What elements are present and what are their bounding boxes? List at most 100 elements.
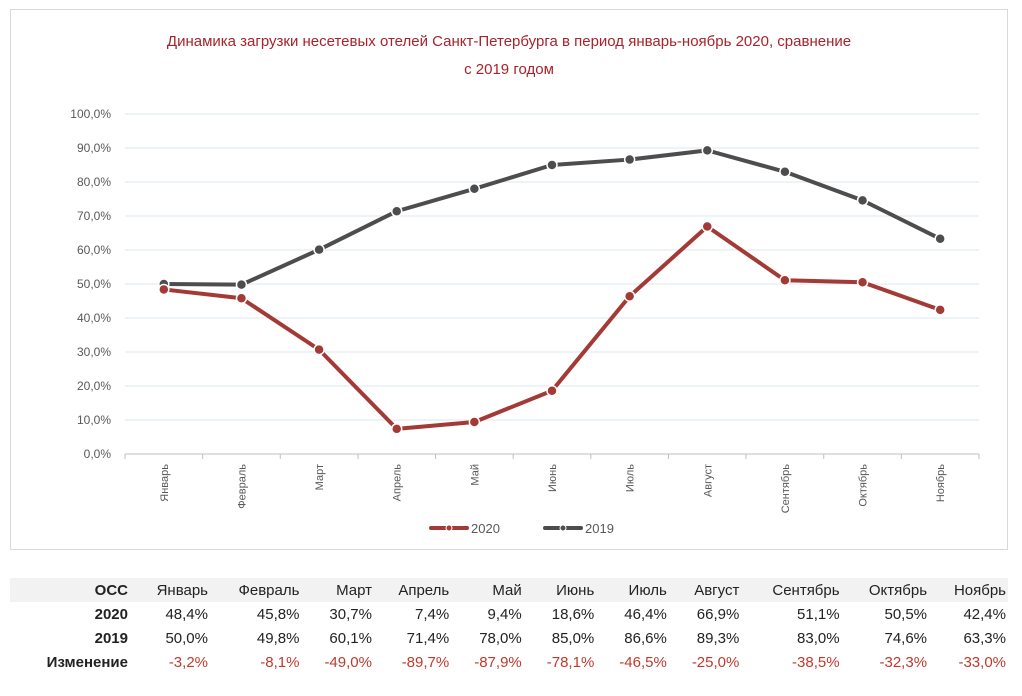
table-month-header: Июль	[596, 578, 669, 602]
data-point-2019	[934, 233, 946, 245]
data-point-2019	[390, 205, 403, 217]
x-tick-label: Август	[702, 464, 714, 497]
table-row-label: 2019	[94, 629, 128, 647]
x-tick-label: Июнь	[547, 464, 559, 492]
data-point-2019	[546, 159, 558, 171]
data-point-2020	[235, 292, 248, 305]
x-tick-label: Июль	[625, 464, 637, 492]
table-month-header: Апрель	[373, 578, 452, 602]
table-cell: -33,0%	[958, 653, 1006, 671]
table-cell: -38,5%	[792, 653, 840, 671]
table-cell: 71,4%	[406, 629, 450, 647]
table-cell: -25,0%	[691, 653, 740, 671]
table-cell: 46,4%	[624, 605, 667, 623]
table-cell: -78,1%	[546, 653, 595, 671]
data-point-2020	[468, 416, 481, 428]
data-point-2019	[779, 166, 791, 178]
y-tick-label: 100,0%	[70, 107, 111, 121]
y-tick-label: 10,0%	[77, 413, 111, 427]
table-cell: 51,1%	[797, 605, 840, 623]
table-cell: 48,4%	[165, 605, 208, 623]
legend-label: 2019	[585, 521, 614, 536]
y-tick-label: 80,0%	[77, 175, 111, 189]
table-month-header: Январь	[132, 578, 210, 602]
table-cell: -87,9%	[474, 653, 522, 671]
data-point-2020	[779, 274, 791, 287]
table-cell: 83,0%	[797, 629, 840, 647]
series-line-2020	[161, 224, 943, 431]
table-cell: -46,5%	[619, 653, 667, 671]
chart-title-line-1: Динамика загрузки несетевых отелей Санкт…	[166, 33, 852, 50]
legend-label: 2020	[471, 521, 500, 536]
table-cell: 50,0%	[165, 629, 208, 647]
data-point-2020	[158, 283, 170, 296]
legend-marker-2019	[559, 524, 567, 532]
table-cell: 89,3%	[696, 629, 740, 647]
table-cell: 86,6%	[624, 629, 667, 647]
x-tick-label: Май	[469, 464, 481, 486]
table-month-header: Март	[301, 578, 374, 602]
x-tick-label: Сентябрь	[780, 464, 792, 514]
y-tick-label: 0,0%	[84, 447, 112, 461]
data-point-2020	[313, 343, 325, 356]
data-point-2019	[313, 243, 325, 256]
table-cell: 7,4%	[415, 605, 450, 623]
legend-marker-2020	[445, 524, 453, 532]
table-cell: -3,2%	[168, 653, 208, 671]
x-tick-label: Март	[314, 464, 326, 490]
x-tick-label: Январь	[159, 464, 171, 502]
table-header-label: ОСС	[10, 578, 132, 602]
table-row-label: 2020	[94, 605, 128, 623]
table-cell: 49,8%	[256, 629, 300, 647]
chart-frame: Динамика загрузки несетевых отелей Санкт…	[10, 9, 1008, 550]
y-tick-label: 60,0%	[77, 243, 111, 257]
table-cell: -89,7%	[401, 653, 450, 671]
data-point-2020	[546, 385, 558, 397]
table-row: 2020 48,4% 45,8% 30,7% 7,4% 9,4% 18,6% 46,4% 66,…	[10, 602, 1008, 626]
table-cell: -32,3%	[879, 653, 928, 671]
data-point-2020	[856, 276, 869, 289]
table-cell: 18,6%	[551, 605, 595, 623]
data-point-2020	[623, 290, 636, 302]
table-month-header: Май	[451, 578, 524, 602]
table-cell: 63,3%	[963, 629, 1006, 647]
table-cell: 9,4%	[487, 605, 522, 623]
x-tick-label: Октябрь	[858, 464, 870, 507]
table-month-header: Сентябрь	[741, 578, 842, 602]
table-cell: 30,7%	[329, 605, 372, 623]
table-cell: 45,8%	[256, 605, 300, 623]
table-month-header: Август	[668, 578, 742, 602]
table-month-header: Ноябрь	[929, 578, 1008, 602]
y-tick-label: 40,0%	[77, 311, 111, 325]
table-cell: 66,9%	[696, 605, 740, 623]
table-cell: 74,6%	[884, 629, 928, 647]
data-point-2020	[701, 220, 714, 233]
table-month-header: Октябрь	[841, 578, 930, 602]
data-point-2019	[235, 278, 248, 291]
y-tick-label: 50,0%	[77, 277, 111, 291]
x-tick-label: Апрель	[392, 464, 404, 502]
table-cell: 42,4%	[963, 605, 1006, 623]
x-tick-label: Февраль	[236, 464, 248, 509]
table-row-label: Изменение	[46, 653, 128, 671]
y-tick-label: 70,0%	[77, 209, 111, 223]
data-point-2020	[934, 304, 946, 316]
table-month-header: Февраль	[210, 578, 302, 602]
table-cell: 60,1%	[329, 629, 372, 647]
table-cell: 78,0%	[479, 629, 522, 647]
chart-title: Динамика загрузки несетевых отелей Санкт…	[11, 28, 1007, 84]
y-tick-label: 30,0%	[77, 345, 111, 359]
chart-title-line-2: с 2019 годом	[464, 61, 554, 78]
data-point-2019	[468, 183, 481, 195]
table-cell: 50,5%	[884, 605, 928, 623]
y-tick-label: 20,0%	[77, 379, 111, 393]
y-tick-label: 90,0%	[77, 141, 111, 155]
data-point-2019	[623, 153, 636, 166]
table-cell: 85,0%	[551, 629, 595, 647]
table-month-header: Июнь	[523, 578, 597, 602]
table-header-row: ОСС Январь Февраль Март Апрель Май Июнь Июль Авг…	[10, 578, 1008, 602]
data-point-2019	[701, 144, 714, 157]
line-chart: 0,0% 10,0% 20,0% 30,0% 40,0% 50,0% 60,0% 70,0% 8…	[70, 107, 980, 536]
table-cell: -8,1%	[260, 653, 300, 671]
data-point-2019	[856, 194, 869, 207]
